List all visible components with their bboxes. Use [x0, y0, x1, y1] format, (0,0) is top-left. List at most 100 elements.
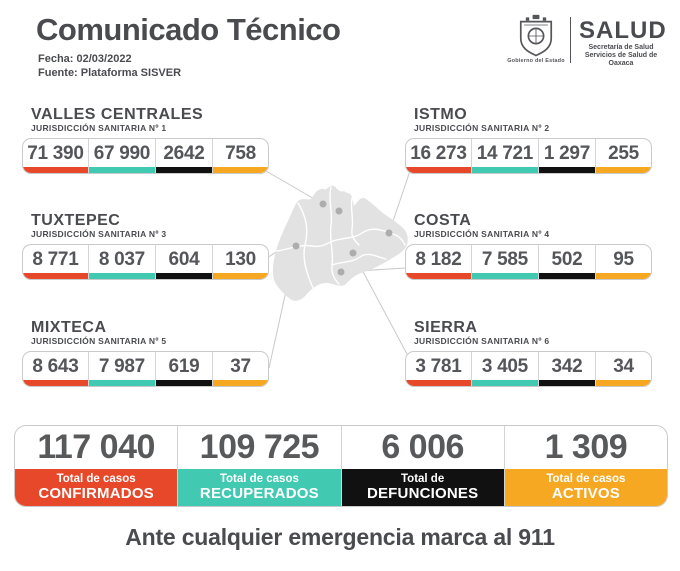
confirmed-color-bar — [23, 380, 88, 386]
recovered-value: 3 405 — [481, 355, 528, 377]
confirmed-cell: 16 273 — [406, 139, 471, 173]
jurisdiction-name: ISTMO — [414, 106, 468, 123]
recovered-cell: 67 990 — [87, 139, 155, 173]
confirmed-cell: 8 643 — [23, 352, 88, 386]
jurisdiction-name: MIXTECA — [31, 319, 107, 336]
active-value: 758 — [225, 142, 256, 164]
dot-istmo — [385, 229, 393, 237]
confirmed-color-bar — [23, 167, 88, 173]
deaths-cell: 604 — [154, 245, 212, 279]
recovered-cell: 8 037 — [87, 245, 155, 279]
recovered-cell: 3 405 — [470, 352, 538, 386]
recovered-value: 8 037 — [98, 248, 145, 270]
total-recovered-label: Total de casos RECUPERADOS — [178, 469, 341, 506]
active-value: 130 — [225, 248, 256, 270]
salud-logo: Gobierno del Estado SALUD Secretaría de … — [507, 12, 667, 70]
active-value: 255 — [608, 142, 639, 164]
deaths-color-bar — [538, 273, 595, 279]
dot-sierra — [349, 249, 357, 257]
deaths-cell: 342 — [537, 352, 595, 386]
dot-tuxtepec — [335, 207, 343, 215]
active-value: 95 — [613, 248, 634, 270]
total-recovered-value: 109 725 — [199, 428, 320, 466]
confirmed-value: 71 390 — [27, 142, 84, 164]
recovered-value: 67 990 — [93, 142, 151, 164]
logo-brand: SALUD — [579, 17, 667, 44]
jurisdiction-values-box: 8 182 7 585 502 95 — [405, 244, 652, 280]
total-label-line1: Total de — [401, 472, 445, 485]
total-label-line1: Total de casos — [219, 472, 299, 485]
active-color-bar — [213, 380, 268, 386]
total-confirmed-cell: 117 040 Total de casos CONFIRMADOS — [15, 426, 178, 506]
active-value: 37 — [230, 355, 251, 377]
jurisdiction-subtitle: JURISDICCIÓN SANITARIA Nº 5 — [31, 336, 167, 346]
deaths-value: 502 — [551, 248, 583, 270]
confirmed-color-bar — [406, 167, 471, 173]
state-crest-icon — [519, 14, 553, 57]
card-tuxtepec: TUXTEPEC JURISDICCIÓN SANITARIA Nº 3 8 7… — [22, 212, 269, 280]
recovered-color-bar — [471, 273, 538, 279]
logo-divider — [570, 17, 571, 63]
deaths-color-bar — [538, 167, 595, 173]
deaths-cell: 2642 — [154, 139, 212, 173]
jurisdiction-values-box: 71 390 67 990 2642 758 — [22, 138, 269, 174]
deaths-value: 342 — [551, 355, 583, 377]
jurisdiction-values-box: 8 771 8 037 604 130 — [22, 244, 269, 280]
jurisdiction-subtitle: JURISDICCIÓN SANITARIA Nº 4 — [414, 229, 550, 239]
confirmed-value: 8 643 — [32, 355, 79, 377]
jurisdiction-dots — [292, 200, 393, 276]
map-boundary-lines — [276, 186, 406, 289]
recovered-color-bar — [471, 380, 538, 386]
total-label-line2: RECUPERADOS — [199, 484, 319, 502]
active-cell: 37 — [212, 352, 268, 386]
total-label-line2: ACTIVOS — [551, 484, 620, 502]
date-label: Fecha: 02/03/2022 — [38, 53, 132, 65]
logo-subtitle-2: Servicios de Salud de Oaxaca — [584, 52, 658, 67]
totals-strip: 117 040 Total de casos CONFIRMADOS 109 7… — [14, 425, 668, 507]
active-cell: 95 — [595, 245, 651, 279]
deaths-value: 2642 — [163, 142, 205, 164]
confirmed-value: 16 273 — [410, 142, 467, 164]
deaths-cell: 502 — [537, 245, 595, 279]
card-valles-centrales: VALLES CENTRALES JURISDICCIÓN SANITARIA … — [22, 106, 269, 174]
deaths-color-bar — [155, 273, 212, 279]
total-active-label: Total de casos ACTIVOS — [504, 469, 667, 506]
active-color-bar — [596, 167, 651, 173]
jurisdiction-subtitle: JURISDICCIÓN SANITARIA Nº 3 — [31, 229, 167, 239]
confirmed-cell: 71 390 — [23, 139, 88, 173]
deaths-value: 619 — [168, 355, 200, 377]
confirmed-value: 8 182 — [415, 248, 462, 270]
jurisdiction-name: COSTA — [414, 212, 472, 229]
total-label-line2: DEFUNCIONES — [366, 484, 479, 502]
recovered-value: 7 987 — [98, 355, 145, 377]
deaths-color-bar — [155, 167, 212, 173]
recovered-value: 7 585 — [481, 248, 528, 270]
deaths-color-bar — [538, 380, 595, 386]
recovered-color-bar — [88, 167, 155, 173]
active-cell: 758 — [212, 139, 268, 173]
jurisdiction-values-box: 3 781 3 405 342 34 — [405, 351, 652, 387]
deaths-cell: 619 — [154, 352, 212, 386]
confirmed-cell: 3 781 — [406, 352, 471, 386]
total-deaths-value: 6 006 — [381, 428, 464, 466]
active-cell: 255 — [595, 139, 651, 173]
confirmed-value: 8 771 — [32, 248, 79, 270]
active-color-bar — [596, 273, 651, 279]
crest-caption: Gobierno del Estado — [507, 58, 565, 64]
confirmed-color-bar — [406, 273, 471, 279]
jurisdiction-values-box: 16 273 14 721 1 297 255 — [405, 138, 652, 174]
dot-valles-centrales — [319, 200, 327, 208]
map-outline — [272, 185, 408, 301]
recovered-color-bar — [471, 167, 538, 173]
deaths-cell: 1 297 — [537, 139, 595, 173]
active-cell: 130 — [212, 245, 268, 279]
jurisdiction-subtitle: JURISDICCIÓN SANITARIA Nº 6 — [414, 336, 550, 346]
recovered-cell: 7 585 — [470, 245, 538, 279]
deaths-color-bar — [155, 380, 212, 386]
active-color-bar — [213, 167, 268, 173]
logo-subtitle-1: Secretaría de Salud — [588, 44, 654, 51]
recovered-value: 14 721 — [476, 142, 534, 164]
dot-mixteca — [292, 242, 300, 250]
confirmed-color-bar — [406, 380, 471, 386]
